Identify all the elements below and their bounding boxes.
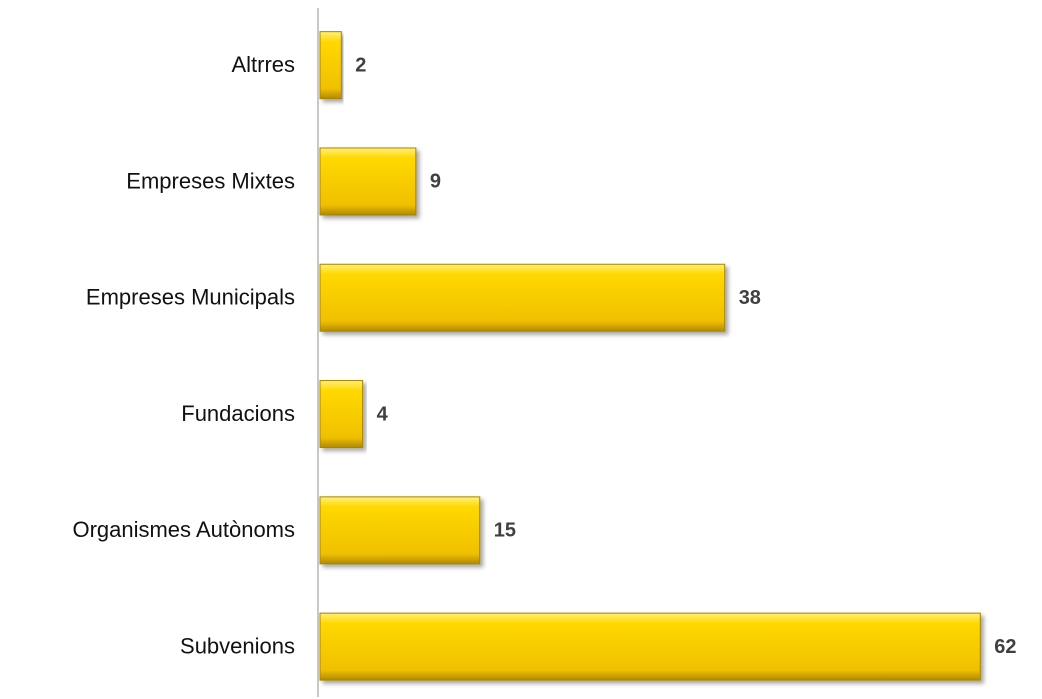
category-label: Altrres xyxy=(231,52,295,77)
category-label: Subvenions xyxy=(180,633,295,658)
bar xyxy=(319,147,417,216)
value-label: 9 xyxy=(430,171,441,193)
bar xyxy=(319,612,981,681)
value-label: 15 xyxy=(494,520,516,542)
category-label: Empreses Municipals xyxy=(86,285,295,310)
bar xyxy=(319,496,481,565)
bar xyxy=(319,263,726,332)
category-label: Fundacions xyxy=(181,401,295,426)
value-label: 2 xyxy=(355,54,366,76)
category-label: Organismes Autònoms xyxy=(72,517,295,542)
value-label: 4 xyxy=(377,403,389,425)
bar xyxy=(319,380,364,449)
bar xyxy=(319,31,342,100)
value-label: 62 xyxy=(994,636,1016,658)
value-label: 38 xyxy=(739,287,761,309)
category-label: Empreses Mixtes xyxy=(126,168,295,193)
